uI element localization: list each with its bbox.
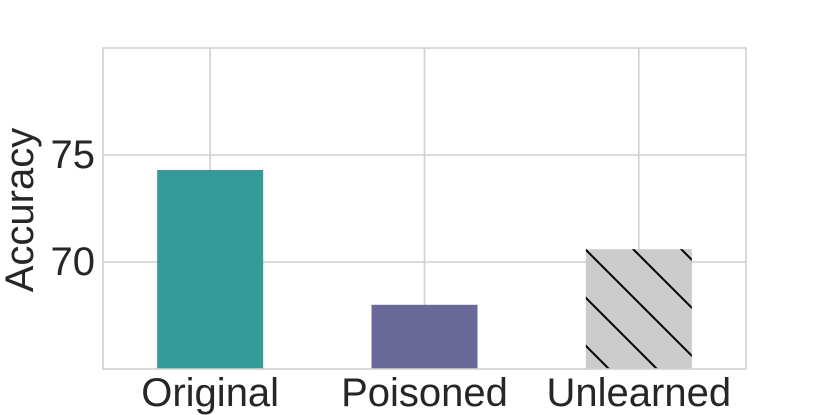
y-axis-label: Accuracy	[0, 128, 42, 293]
plot-frame	[102, 47, 747, 370]
bar-unlearned	[585, 249, 692, 369]
bar-poisoned	[371, 304, 478, 369]
x-tick-label: Unlearned	[547, 371, 732, 415]
x-tick-label: Poisoned	[341, 371, 508, 415]
y-tick-label: 70	[51, 240, 96, 284]
y-tick-label: 75	[51, 133, 96, 177]
bar-original	[157, 169, 264, 369]
plot-area: 70 75 Original Poisoned Unlearned	[51, 47, 747, 415]
x-tick-label: Original	[141, 371, 279, 415]
